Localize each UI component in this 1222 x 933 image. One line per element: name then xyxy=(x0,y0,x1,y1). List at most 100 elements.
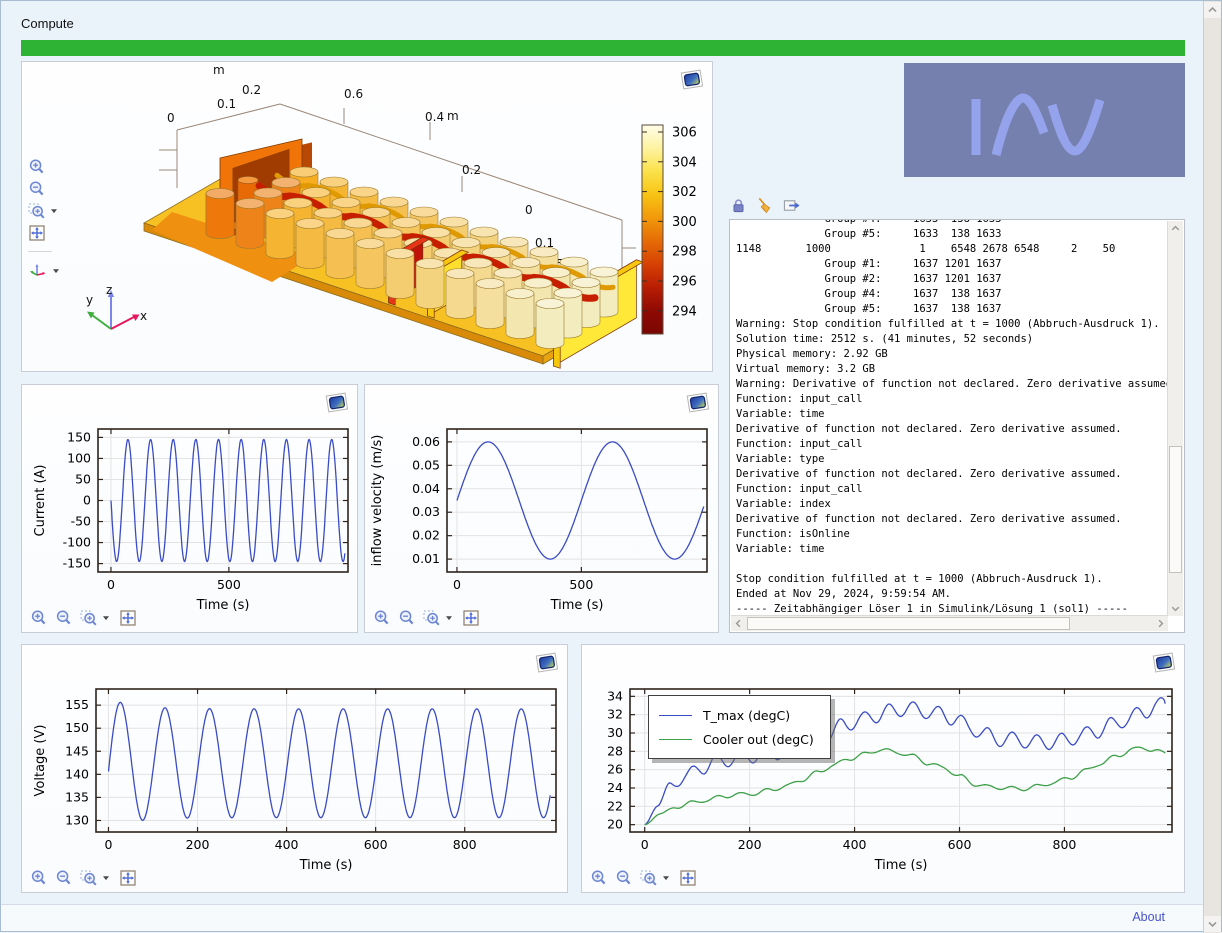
plot-snapshot-icon[interactable] xyxy=(685,391,711,415)
svg-text:m: m xyxy=(447,109,459,123)
progress-bar-fill xyxy=(21,40,1185,56)
chart-legend: T_max (degC) Cooler out (degC) xyxy=(648,695,831,759)
svg-text:-150: -150 xyxy=(63,556,91,571)
inflow-velocity-chart[interactable]: 0 500 0.01 0.02 0.03 0.04 0.05 0.06 Time (s) infl… xyxy=(365,385,718,632)
zoom-out-icon[interactable] xyxy=(55,609,73,627)
plot-toolbar xyxy=(590,869,697,887)
scrollbar-thumb[interactable] xyxy=(747,617,1071,630)
svg-text:0: 0 xyxy=(83,493,91,508)
zoom-out-icon[interactable] xyxy=(28,180,46,198)
chevron-down-icon[interactable] xyxy=(48,205,60,217)
svg-text:20: 20 xyxy=(607,817,623,832)
3d-battery-model-view[interactable]: 00.10.2m0.60.4m0.200.10.05m0306304302300… xyxy=(22,62,712,371)
log-horizontal-scrollbar[interactable] xyxy=(731,615,1168,631)
zoom-in-icon[interactable] xyxy=(28,158,46,176)
svg-text:400: 400 xyxy=(275,837,299,852)
svg-text:0.1: 0.1 xyxy=(217,97,236,111)
svg-text:298: 298 xyxy=(672,245,697,260)
status-bar: About xyxy=(1,904,1205,931)
svg-text:130: 130 xyxy=(65,812,89,827)
svg-text:0.2: 0.2 xyxy=(462,163,481,177)
chevron-down-icon[interactable] xyxy=(100,872,112,884)
coordinate-triad: y z x xyxy=(86,284,147,330)
zoom-in-icon[interactable] xyxy=(590,869,608,887)
zoom-box-icon[interactable] xyxy=(28,202,46,220)
log-vertical-scrollbar[interactable] xyxy=(1167,221,1183,616)
chevron-down-icon[interactable] xyxy=(50,265,62,277)
about-link[interactable]: About xyxy=(1132,910,1165,924)
svg-text:800: 800 xyxy=(1053,837,1077,852)
plot-snapshot-icon[interactable] xyxy=(534,651,560,675)
voltage-plot-panel: 0 200 400 600 800 130 135 140 145 150 155 Time (s) V… xyxy=(21,644,568,893)
chevron-down-icon[interactable] xyxy=(100,612,112,624)
scroll-up-icon[interactable] xyxy=(1204,2,1221,18)
svg-text:0: 0 xyxy=(453,577,461,592)
solver-log-panel[interactable]: Group #4: 1633 138 1633 Group #5: 1633 1… xyxy=(729,219,1185,633)
iav-logo-glyphs xyxy=(971,93,1105,157)
svg-text:Current (A): Current (A) xyxy=(33,465,48,537)
legend-label: Cooler out (degC) xyxy=(703,731,814,747)
progress-bar xyxy=(21,40,1185,56)
current-plot-panel: 0 500 -150 -100 -50 0 50 100 150 Time (s) Current … xyxy=(21,384,358,633)
plot-toolbar xyxy=(30,609,137,627)
scroll-down-icon[interactable] xyxy=(1204,916,1221,932)
open-in-new-window-icon[interactable] xyxy=(782,197,802,214)
legend-item-cooler: Cooler out (degC) xyxy=(659,727,814,751)
zoom-extents-icon[interactable] xyxy=(28,224,46,242)
scroll-down-icon[interactable] xyxy=(1168,601,1183,616)
svg-text:0: 0 xyxy=(167,111,175,125)
clear-log-icon[interactable] xyxy=(756,197,773,214)
svg-text:0.04: 0.04 xyxy=(412,481,440,496)
axis-z-label: z xyxy=(106,284,112,297)
zoom-box-icon[interactable] xyxy=(80,609,98,627)
scrollbar-thumb[interactable] xyxy=(1169,446,1182,573)
zoom-box-icon[interactable] xyxy=(640,869,658,887)
zoom-out-icon[interactable] xyxy=(55,869,73,887)
scroll-up-icon[interactable] xyxy=(1168,221,1183,236)
zoom-in-icon[interactable] xyxy=(373,609,391,627)
chevron-down-icon[interactable] xyxy=(443,612,455,624)
svg-text:22: 22 xyxy=(607,798,623,813)
svg-text:500: 500 xyxy=(217,577,241,592)
svg-text:600: 600 xyxy=(364,837,388,852)
zoom-extents-icon[interactable] xyxy=(679,869,697,887)
chevron-down-icon[interactable] xyxy=(660,872,672,884)
plot-snapshot-icon[interactable] xyxy=(1151,651,1177,675)
zoom-in-icon[interactable] xyxy=(30,869,48,887)
svg-text:Time (s): Time (s) xyxy=(299,858,353,873)
lock-icon[interactable] xyxy=(730,197,747,214)
zoom-extents-icon[interactable] xyxy=(119,609,137,627)
svg-text:600: 600 xyxy=(948,837,972,852)
svg-text:800: 800 xyxy=(453,837,477,852)
voltage-chart[interactable]: 0 200 400 600 800 130 135 140 145 150 155 Time (s) V… xyxy=(22,645,567,892)
zoom-box-icon[interactable] xyxy=(423,609,441,627)
zoom-out-icon[interactable] xyxy=(615,869,633,887)
window-vertical-scrollbar[interactable] xyxy=(1203,1,1221,933)
zoom-extents-icon[interactable] xyxy=(119,869,137,887)
svg-text:32: 32 xyxy=(607,707,623,722)
svg-text:0.01: 0.01 xyxy=(412,551,440,566)
svg-text:0.1: 0.1 xyxy=(535,236,554,250)
svg-text:135: 135 xyxy=(65,789,89,804)
zoom-box-icon[interactable] xyxy=(80,869,98,887)
zoom-extents-icon[interactable] xyxy=(462,609,480,627)
svg-text:0.03: 0.03 xyxy=(412,504,440,519)
iav-logo xyxy=(904,63,1185,177)
page-title: Compute xyxy=(21,16,74,31)
svg-text:Time (s): Time (s) xyxy=(550,598,604,613)
scroll-right-icon[interactable] xyxy=(1153,616,1168,631)
zoom-in-icon[interactable] xyxy=(30,609,48,627)
plot-snapshot-icon[interactable] xyxy=(679,68,705,92)
svg-text:28: 28 xyxy=(607,743,623,758)
plot-snapshot-icon[interactable] xyxy=(324,391,350,415)
current-chart[interactable]: 0 500 -150 -100 -50 0 50 100 150 Time (s) Current … xyxy=(22,385,357,632)
axis-y-label: y xyxy=(86,293,93,307)
svg-text:150: 150 xyxy=(65,720,89,735)
svg-text:155: 155 xyxy=(65,697,89,712)
scroll-left-icon[interactable] xyxy=(731,616,746,631)
svg-text:-100: -100 xyxy=(63,535,91,550)
zoom-out-icon[interactable] xyxy=(398,609,416,627)
temperature-chart[interactable]: 0 200 400 600 800 20 22 24 26 28 30 32 34 Time (s) xyxy=(582,645,1184,892)
go-to-view-icon[interactable] xyxy=(28,261,48,281)
